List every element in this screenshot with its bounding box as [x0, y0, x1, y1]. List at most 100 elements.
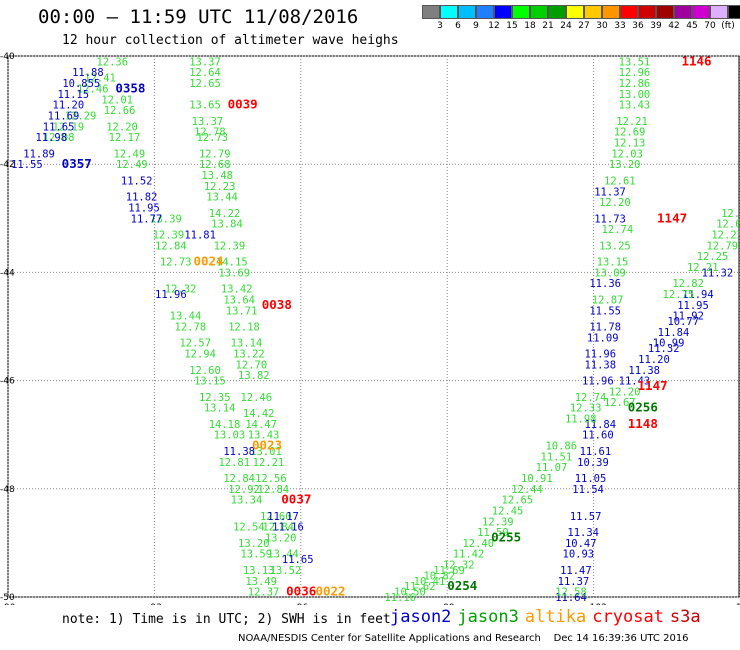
pass-time-label: 1147: [657, 210, 687, 225]
wave-height-label: 12.39: [482, 516, 514, 528]
wave-height-label: 11.69: [48, 111, 80, 123]
wave-height-label: 11.84: [658, 327, 690, 339]
wave-height-label: 13.14: [231, 338, 263, 350]
wave-height-label: 13.13: [243, 565, 275, 577]
color-scale-label: 33: [614, 21, 626, 31]
color-scale-cell: [440, 5, 458, 19]
color-scale-label: 39: [650, 21, 662, 31]
wave-height-label: 12.64: [189, 67, 221, 79]
wave-height-label: 11.38: [584, 359, 616, 371]
wave-height-label: 12.78: [175, 322, 207, 334]
wave-height-label: 12.20: [609, 386, 641, 398]
wave-height-label: 11.89: [23, 148, 55, 160]
pass-time-label: 0022: [315, 584, 345, 599]
wave-height-label: 12.66: [104, 105, 136, 117]
wave-height-label: 11.81: [184, 230, 216, 242]
satellite-legend: jason2 jason3 altika cryosat s3a: [390, 607, 707, 627]
wave-height-label: 13.09: [594, 267, 626, 279]
wave-height-label: 13.14: [204, 403, 236, 415]
wave-height-label: 12.20: [599, 197, 631, 209]
wave-height-label: 11.65: [282, 554, 314, 566]
color-scale-cell: [422, 5, 440, 19]
wave-height-label: 11.37: [558, 576, 590, 588]
color-scale-cell: [530, 5, 548, 19]
wave-height-label: 12.81: [218, 457, 250, 469]
wave-height-label: 11.65: [43, 121, 75, 133]
wave-height-label: 10.93: [563, 549, 595, 561]
wave-height-label: 12.61: [604, 175, 636, 187]
wave-height-label: 11.55: [11, 159, 43, 171]
wave-height-label: 12.79: [706, 240, 738, 252]
color-scale-label: 6: [455, 21, 461, 31]
color-scale-cell: [620, 5, 638, 19]
wave-height-label: 11.95: [677, 300, 709, 312]
wave-height-label: 12.40: [462, 538, 494, 550]
wave-height-label: 12.79: [199, 148, 231, 160]
wave-height-label: 12.19: [53, 121, 85, 133]
wave-height-label: 10.99: [653, 338, 685, 350]
color-scale-label: 3: [437, 21, 443, 31]
color-scale-cell: [692, 5, 710, 19]
wave-height-label: 10.86: [545, 441, 577, 453]
wave-height-label: 12.23: [711, 230, 740, 242]
color-scale-label: 42: [668, 21, 680, 31]
wave-height-label: 11.94: [682, 289, 714, 301]
wave-height-label: 13.59: [240, 549, 272, 561]
wave-height-label: 12.45: [492, 505, 524, 517]
pass-time-label: 1147: [638, 378, 668, 393]
wave-height-label: 11.07: [536, 462, 568, 474]
wave-height-label: 12.75: [663, 289, 695, 301]
wave-height-label: 11.92: [672, 311, 704, 323]
wave-height-label: 12.46: [77, 83, 109, 95]
wave-height-label: 14.42: [243, 408, 275, 420]
wave-height-label: 13.64: [223, 294, 255, 306]
wave-height-label: 11.32: [702, 267, 734, 279]
wave-height-label: 12.67: [604, 397, 636, 409]
wave-height-label: 13.20: [609, 159, 641, 171]
wave-height-label: 13.22: [233, 349, 265, 361]
wave-height-label: 13.51: [619, 56, 651, 68]
wave-height-label: 11.17: [267, 511, 299, 523]
color-scale-label: 9: [473, 21, 479, 31]
wave-height-label: 13.69: [218, 267, 250, 279]
wave-height-label: 13.49: [245, 576, 277, 588]
wave-height-label: 11.62: [404, 581, 436, 593]
wave-height-label: 11.09: [587, 332, 619, 344]
wave-height-label: 11.20: [638, 354, 670, 366]
wave-height-label: 10.77: [667, 316, 699, 328]
wave-height-label: 12.65: [502, 495, 534, 507]
legend-cryosat: cryosat: [592, 607, 664, 627]
wave-height-label: 14.18: [209, 419, 241, 431]
wave-height-label: 11.34: [567, 527, 599, 539]
wave-height-label: 14.15: [216, 257, 248, 269]
wave-height-label: 11.60: [582, 430, 614, 442]
wave-height-label: 11.84: [584, 419, 616, 431]
x-tick-label: 96: [297, 603, 309, 605]
wave-height-label: 12.32: [443, 560, 475, 572]
y-tick-label: -42: [0, 160, 15, 170]
wave-height-label: 12.03: [611, 148, 643, 160]
color-scale-cell: [512, 5, 530, 19]
wave-height-label: 11.54: [572, 484, 604, 496]
wave-height-label: 12.62: [721, 208, 740, 220]
color-scale-cell: [494, 5, 512, 19]
wave-height-label: 11.16: [272, 522, 304, 534]
wave-height-label: 10.91: [521, 473, 553, 485]
y-tick-label: -50: [0, 593, 15, 603]
color-scale-labels: 3 6 9 12 15 18 21 24 27 30 33 36 39 42 45 70 (ft): [422, 21, 740, 33]
color-scale-label: 21: [542, 21, 554, 31]
wave-height-label: 12.58: [555, 587, 587, 599]
wave-height-label: 12.44: [511, 484, 543, 496]
pass-time-label: 0036: [286, 584, 316, 599]
wave-height-label: 12.33: [570, 403, 602, 415]
pass-time-label: 0358: [115, 80, 145, 95]
wave-height-label: 13.65: [189, 100, 221, 112]
wave-height-label: 11.38: [223, 446, 255, 458]
wave-height-label: 11.95: [128, 202, 160, 214]
legend-s3a: s3a: [669, 607, 701, 627]
wave-height-label: 12.39: [214, 240, 246, 252]
wave-height-label: 11.98: [35, 132, 67, 144]
wave-height-label: 14.22: [209, 208, 241, 220]
color-scale-label: 18: [524, 21, 536, 31]
wave-height-label: 11.16: [384, 592, 416, 604]
